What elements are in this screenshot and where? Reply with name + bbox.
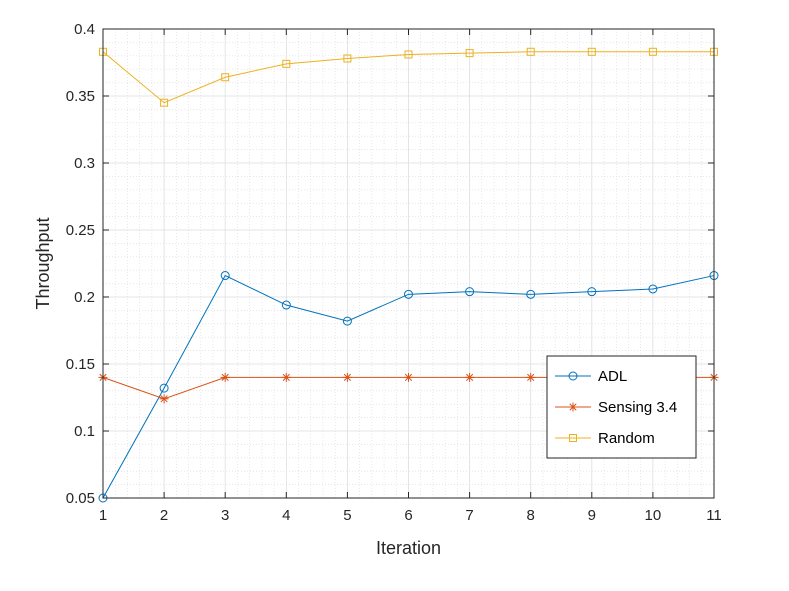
x-tick-label: 10 bbox=[645, 507, 662, 524]
data-point-random bbox=[587, 47, 596, 56]
x-tick-label: 8 bbox=[527, 507, 535, 524]
data-point-sensing-3-4 bbox=[342, 372, 352, 382]
data-point-adl bbox=[587, 287, 597, 297]
data-point-adl bbox=[281, 300, 291, 310]
x-tick-label: 5 bbox=[343, 507, 351, 524]
asterisk-stroke bbox=[527, 373, 535, 381]
x-tick-label: 2 bbox=[160, 507, 168, 524]
y-axis-label: Throughput bbox=[33, 217, 53, 309]
x-tick-label: 6 bbox=[404, 507, 412, 524]
data-point-random bbox=[404, 50, 413, 59]
series-line-random bbox=[102, 51, 714, 104]
x-axis-ticks: 1 2 3 4 5 6 7 8 9 10 11 bbox=[99, 29, 722, 524]
data-point-sensing-3-4 bbox=[465, 372, 475, 382]
y-tick-label: 0.1 bbox=[74, 423, 95, 440]
x-tick-label: 9 bbox=[588, 507, 596, 524]
asterisk-stroke bbox=[282, 373, 290, 381]
x-tick-label: 11 bbox=[706, 507, 722, 524]
asterisk-stroke bbox=[221, 373, 229, 381]
legend-label-random: Random bbox=[598, 430, 655, 447]
asterisk-stroke bbox=[343, 373, 351, 381]
data-point-adl bbox=[648, 284, 658, 294]
data-point-sensing-3-4 bbox=[526, 372, 536, 382]
data-point-sensing-3-4 bbox=[220, 372, 230, 382]
data-point-adl bbox=[342, 316, 352, 326]
y-tick-label: 0.05 bbox=[66, 490, 95, 507]
x-tick-label: 7 bbox=[465, 507, 473, 524]
data-point-adl bbox=[220, 271, 230, 281]
asterisk-stroke bbox=[569, 403, 577, 411]
x-tick-label: 3 bbox=[221, 507, 229, 524]
data-point-adl bbox=[526, 289, 536, 299]
data-point-sensing-3-4 bbox=[404, 372, 413, 382]
data-point-adl bbox=[404, 289, 413, 299]
y-tick-label: 0.4 bbox=[74, 21, 95, 38]
asterisk-stroke bbox=[466, 373, 474, 381]
legend-label-sensing-3-4: Sensing 3.4 bbox=[598, 399, 677, 416]
y-tick-label: 0.15 bbox=[66, 356, 95, 373]
data-point-random bbox=[343, 54, 352, 63]
asterisk-stroke bbox=[404, 373, 413, 381]
legend-marker-random bbox=[569, 434, 577, 442]
y-tick-label: 0.25 bbox=[66, 222, 95, 239]
legend: ADL Sensing 3.4 Random bbox=[546, 355, 697, 459]
legend-marker-sensing-3-4 bbox=[568, 402, 578, 412]
series-line-adl bbox=[102, 274, 715, 499]
data-point-random bbox=[526, 47, 535, 56]
data-point-random bbox=[465, 49, 474, 58]
legend-marker-adl bbox=[568, 371, 578, 381]
data-point-adl bbox=[465, 287, 475, 297]
series-random bbox=[99, 47, 718, 107]
x-axis-label: Iteration bbox=[376, 538, 441, 558]
legend-label-adl: ADL bbox=[598, 368, 627, 385]
data-point-sensing-3-4 bbox=[159, 394, 169, 404]
data-point-sensing-3-4 bbox=[281, 372, 291, 382]
x-tick-label: 1 bbox=[99, 507, 107, 524]
data-point-random bbox=[221, 73, 230, 82]
x-tick-label: 4 bbox=[282, 507, 290, 524]
data-point-random bbox=[648, 47, 657, 56]
y-tick-label: 0.3 bbox=[74, 155, 95, 172]
data-point-random bbox=[282, 59, 291, 68]
y-tick-label: 0.2 bbox=[74, 289, 95, 306]
data-point-random bbox=[160, 98, 169, 107]
asterisk-stroke bbox=[160, 395, 168, 403]
y-axis-ticks: 0.05 0.1 0.15 0.2 0.25 0.3 0.35 0.4 bbox=[66, 21, 714, 507]
data-point-adl bbox=[159, 383, 169, 393]
y-tick-label: 0.35 bbox=[66, 88, 95, 105]
